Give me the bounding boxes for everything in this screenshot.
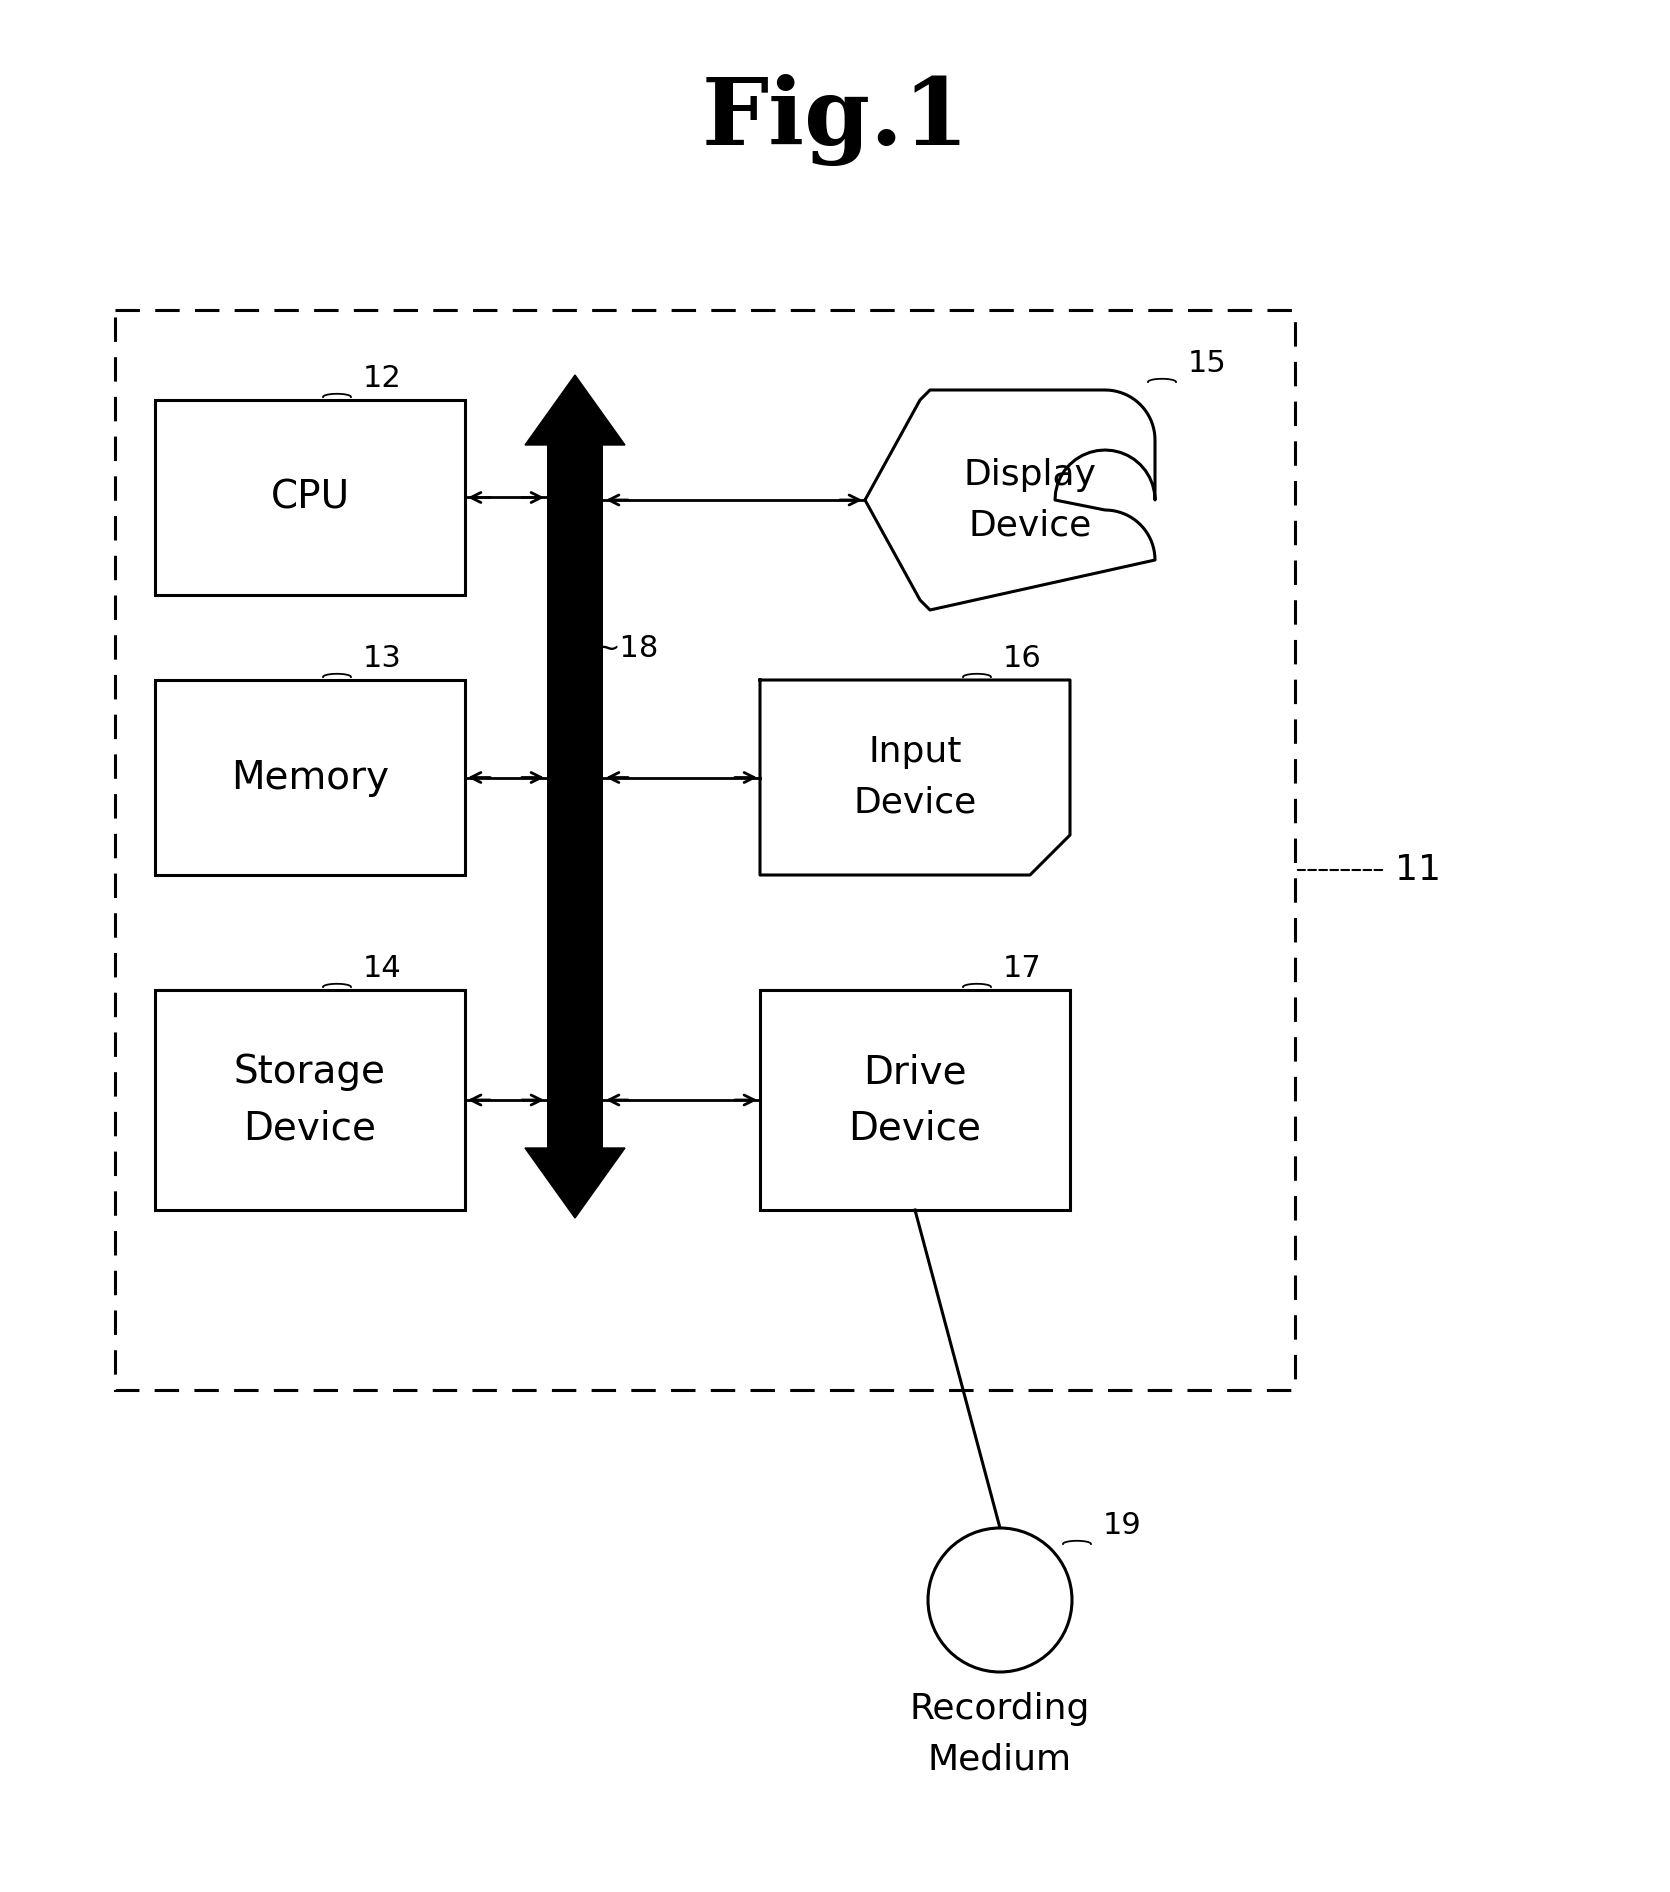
- Bar: [155, 679, 464, 874]
- Text: 11: 11: [1394, 853, 1441, 887]
- Polygon shape: [865, 390, 1156, 609]
- Text: 16: 16: [1004, 643, 1042, 674]
- Text: 14: 14: [362, 954, 402, 984]
- Text: Storage
Device: Storage Device: [234, 1054, 386, 1147]
- Bar: [155, 990, 464, 1211]
- Text: Drive
Device: Drive Device: [848, 1054, 982, 1147]
- Text: 17: 17: [1004, 954, 1042, 984]
- Text: CPU: CPU: [271, 479, 349, 517]
- Bar: [760, 990, 1070, 1211]
- Text: Memory: Memory: [230, 759, 389, 797]
- Polygon shape: [524, 1148, 625, 1218]
- Text: 12: 12: [362, 363, 402, 394]
- Bar: [548, 445, 603, 1148]
- Bar: [115, 310, 1294, 1391]
- Text: Display
Device: Display Device: [964, 458, 1097, 543]
- Text: ~18: ~18: [595, 634, 660, 662]
- Circle shape: [929, 1529, 1072, 1673]
- Text: Input
Device: Input Device: [853, 736, 977, 819]
- Text: 13: 13: [362, 643, 402, 674]
- Text: 15: 15: [1187, 348, 1227, 378]
- Polygon shape: [524, 375, 625, 445]
- Text: 19: 19: [1102, 1512, 1142, 1540]
- Text: Recording
Medium: Recording Medium: [910, 1691, 1091, 1777]
- Text: Fig.1: Fig.1: [701, 74, 969, 166]
- Polygon shape: [760, 679, 1070, 874]
- Bar: [155, 399, 464, 594]
